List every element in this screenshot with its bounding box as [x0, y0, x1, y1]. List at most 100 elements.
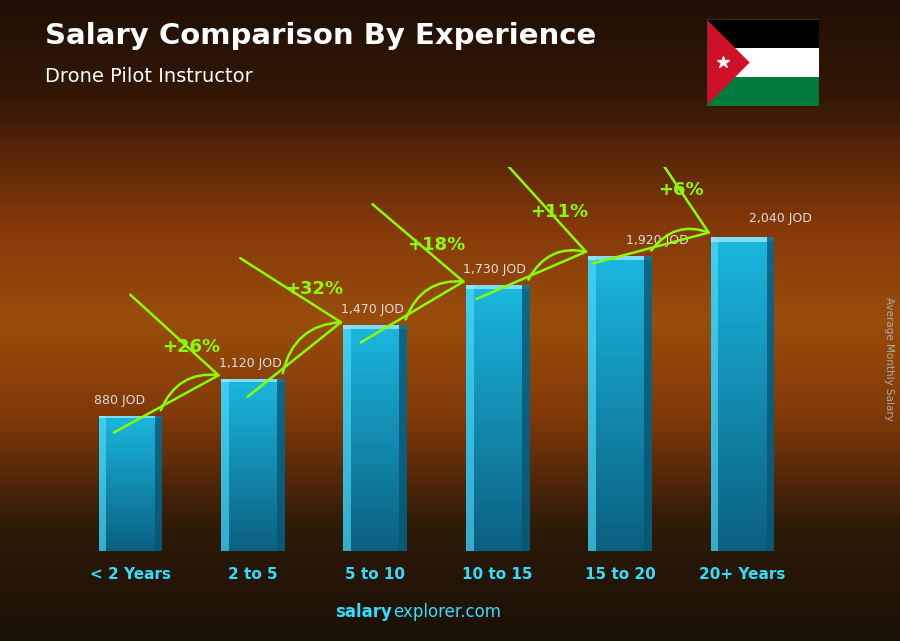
Bar	[0, 421, 900, 423]
Bar	[344, 431, 407, 435]
Bar	[0, 258, 900, 261]
Bar	[0, 545, 900, 547]
Bar	[466, 338, 529, 343]
Bar	[0, 474, 900, 476]
Bar	[0, 577, 900, 579]
Bar	[98, 425, 162, 427]
Text: Salary Comparison By Experience: Salary Comparison By Experience	[45, 22, 596, 51]
Bar	[0, 141, 900, 143]
Bar	[466, 542, 529, 547]
Bar	[98, 495, 162, 497]
Bar	[589, 379, 652, 384]
Bar	[98, 547, 162, 549]
Bar	[711, 316, 775, 321]
Bar	[0, 248, 900, 250]
Bar	[0, 13, 900, 15]
Bar	[344, 540, 407, 544]
Bar	[466, 498, 529, 503]
Bar	[0, 312, 900, 314]
Bar	[0, 45, 900, 47]
Bar	[466, 529, 529, 533]
Bar	[98, 511, 162, 513]
Bar	[0, 231, 900, 233]
Bar	[0, 429, 900, 431]
Bar	[0, 393, 900, 395]
Bar	[711, 394, 775, 399]
Bar	[0, 293, 900, 295]
Bar	[98, 486, 162, 488]
Bar	[221, 526, 284, 528]
Bar	[466, 369, 529, 374]
Bar	[98, 431, 162, 434]
Bar	[344, 385, 407, 389]
Bar	[711, 326, 775, 331]
Bar	[344, 344, 407, 347]
Bar	[0, 327, 900, 329]
Bar	[221, 485, 284, 488]
Bar	[0, 378, 900, 380]
Bar	[0, 338, 900, 340]
Bar	[0, 137, 900, 139]
Bar	[344, 359, 407, 363]
Bar	[0, 72, 900, 75]
Bar	[0, 154, 900, 156]
Bar	[0, 551, 900, 553]
Bar	[0, 37, 900, 38]
Bar	[98, 483, 162, 486]
Bar	[0, 210, 900, 212]
Bar	[221, 537, 284, 540]
Bar	[221, 470, 284, 474]
Bar	[0, 278, 900, 280]
Bar	[221, 416, 284, 419]
Bar	[706, 77, 819, 106]
Bar	[0, 117, 900, 120]
Bar	[589, 487, 652, 492]
FancyArrowPatch shape	[113, 295, 219, 433]
Bar	[0, 532, 900, 534]
Bar	[466, 285, 473, 551]
Bar	[0, 609, 900, 611]
Bar	[0, 607, 900, 609]
Bar	[711, 530, 775, 536]
Bar	[344, 517, 407, 521]
Bar	[344, 401, 407, 404]
Bar	[589, 522, 652, 527]
Bar	[0, 412, 900, 415]
Bar	[221, 439, 284, 442]
Bar	[344, 513, 407, 517]
Bar	[221, 393, 284, 396]
Bar	[0, 613, 900, 615]
Bar	[344, 506, 407, 510]
Bar	[711, 368, 775, 374]
Bar	[98, 501, 162, 504]
Bar	[589, 413, 652, 419]
Bar	[589, 354, 652, 359]
Bar	[0, 58, 900, 60]
Bar	[0, 526, 900, 528]
Bar	[0, 316, 900, 319]
Bar	[98, 443, 162, 445]
Bar	[711, 504, 775, 510]
Bar	[0, 233, 900, 235]
Bar	[589, 526, 652, 531]
Bar	[344, 547, 407, 551]
Bar	[0, 331, 900, 333]
Bar	[0, 81, 900, 83]
Bar	[0, 431, 900, 434]
Bar	[0, 242, 900, 244]
Bar	[0, 2, 900, 4]
Bar	[344, 499, 407, 503]
FancyArrowPatch shape	[361, 204, 464, 342]
Bar	[98, 497, 162, 499]
Bar	[466, 524, 529, 529]
Bar	[0, 212, 900, 213]
Bar	[0, 122, 900, 124]
Bar	[0, 218, 900, 220]
Bar	[221, 520, 284, 522]
Bar	[0, 383, 900, 385]
Bar	[711, 305, 775, 311]
Bar	[0, 306, 900, 308]
Bar	[711, 258, 775, 263]
Bar	[0, 543, 900, 545]
Bar	[0, 434, 900, 436]
